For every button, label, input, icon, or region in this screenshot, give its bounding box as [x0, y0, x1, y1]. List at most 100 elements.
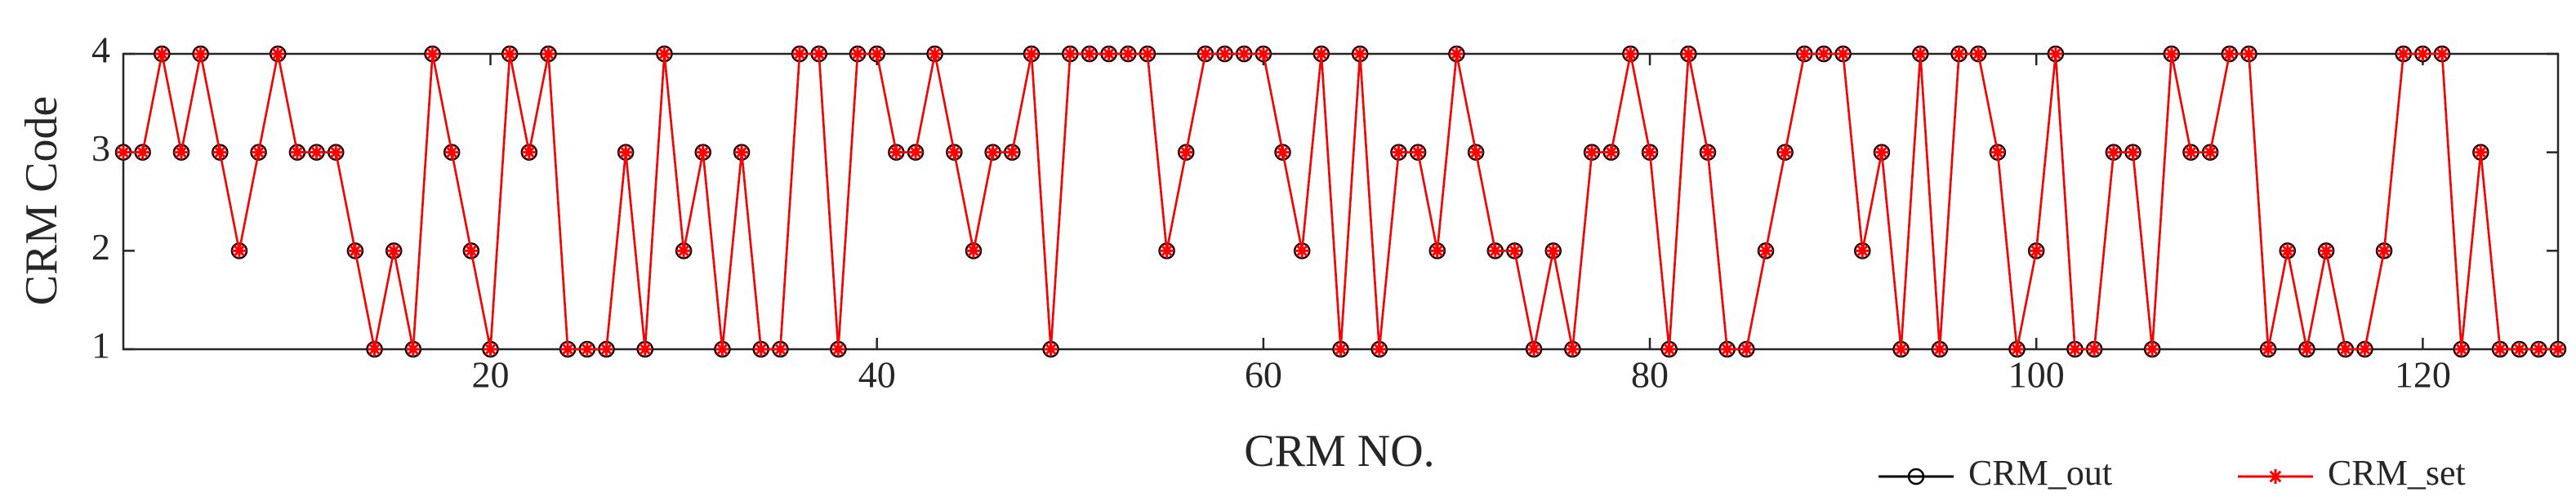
- series-line: [123, 52, 2558, 351]
- y-tick-label: 4: [91, 29, 110, 71]
- marker: [2377, 243, 2392, 259]
- marker: [1391, 144, 1406, 160]
- marker: [1719, 342, 1735, 357]
- legend-label: CRM_set: [2328, 453, 2466, 493]
- marker: [483, 342, 498, 357]
- marker: [1797, 47, 1812, 61]
- marker: [947, 144, 962, 160]
- marker: [618, 144, 634, 160]
- marker: [1971, 47, 1986, 61]
- marker: [560, 342, 576, 357]
- marker: [1371, 342, 1387, 357]
- marker: [2299, 342, 2315, 357]
- marker: [2222, 47, 2237, 61]
- marker: [502, 47, 518, 61]
- marker: [1063, 47, 1078, 61]
- marker: [135, 144, 150, 160]
- marker: [2241, 47, 2257, 61]
- marker: [1468, 144, 1484, 160]
- marker: [1777, 144, 1793, 160]
- marker: [425, 47, 440, 61]
- marker: [1217, 47, 1232, 61]
- marker: [463, 243, 479, 259]
- marker: [1487, 243, 1503, 259]
- y-tick-label: 1: [91, 325, 110, 366]
- marker: [695, 144, 711, 160]
- marker: [2319, 243, 2334, 259]
- legend-label: CRM_out: [1968, 453, 2112, 493]
- marker: [1932, 342, 1947, 357]
- marker: [773, 342, 788, 357]
- marker: [1990, 144, 2005, 160]
- marker: [1237, 47, 1252, 61]
- marker: [116, 144, 131, 160]
- marker: [2261, 342, 2276, 357]
- marker: [850, 47, 866, 61]
- marker: [2531, 342, 2547, 357]
- marker: [599, 342, 614, 357]
- marker: [965, 243, 981, 259]
- y-tick-label: 3: [91, 127, 110, 169]
- marker: [386, 243, 402, 259]
- marker: [2396, 47, 2411, 61]
- marker: [2067, 342, 2083, 357]
- marker: [1197, 47, 1213, 61]
- marker: [1913, 47, 1928, 61]
- marker: [2106, 144, 2121, 160]
- marker: [1159, 243, 1174, 259]
- marker: [676, 243, 692, 259]
- marker: [657, 47, 672, 61]
- marker: [405, 342, 421, 357]
- marker: [1565, 342, 1580, 357]
- marker: [753, 342, 769, 357]
- marker: [231, 243, 247, 259]
- legend-marker: [2268, 469, 2283, 484]
- legend-item: CRM_set: [2238, 453, 2466, 493]
- marker: [2048, 47, 2063, 61]
- x-tick-label: 40: [858, 354, 896, 396]
- marker: [1681, 47, 1696, 61]
- marker: [2453, 342, 2469, 357]
- marker: [579, 342, 595, 357]
- marker: [831, 342, 846, 357]
- marker: [2338, 342, 2353, 357]
- marker: [1893, 342, 1909, 357]
- x-tick-label: 20: [472, 354, 510, 396]
- marker: [2029, 243, 2044, 259]
- marker: [908, 144, 924, 160]
- marker: [270, 47, 286, 61]
- marker: [1121, 47, 1136, 61]
- marker: [927, 47, 943, 61]
- marker: [309, 144, 324, 160]
- marker: [328, 144, 344, 160]
- marker: [212, 144, 228, 160]
- marker: [1874, 144, 1889, 160]
- marker: [1411, 144, 1426, 160]
- marker: [173, 144, 189, 160]
- marker: [2415, 47, 2431, 61]
- marker: [1023, 47, 1039, 61]
- marker: [1353, 47, 1368, 61]
- marker: [1642, 144, 1658, 160]
- marker: [1429, 243, 1445, 259]
- marker: [1043, 342, 1058, 357]
- marker: [444, 144, 460, 160]
- marker: [2551, 342, 2565, 357]
- series: [116, 47, 2565, 357]
- marker: [2493, 342, 2508, 357]
- marker: [347, 243, 363, 259]
- x-tick-label: 60: [1245, 354, 1282, 396]
- marker: [1255, 47, 1271, 61]
- marker: [1333, 342, 1348, 357]
- x-axis-label: CRM NO.: [1244, 426, 1434, 477]
- marker: [1835, 47, 1851, 61]
- x-tick-label: 120: [2395, 354, 2451, 396]
- marker: [889, 144, 904, 160]
- marker: [2435, 47, 2450, 61]
- marker: [1449, 47, 1464, 61]
- marker: [1526, 342, 1542, 357]
- marker: [869, 47, 885, 61]
- marker: [1603, 144, 1619, 160]
- marker: [734, 144, 750, 160]
